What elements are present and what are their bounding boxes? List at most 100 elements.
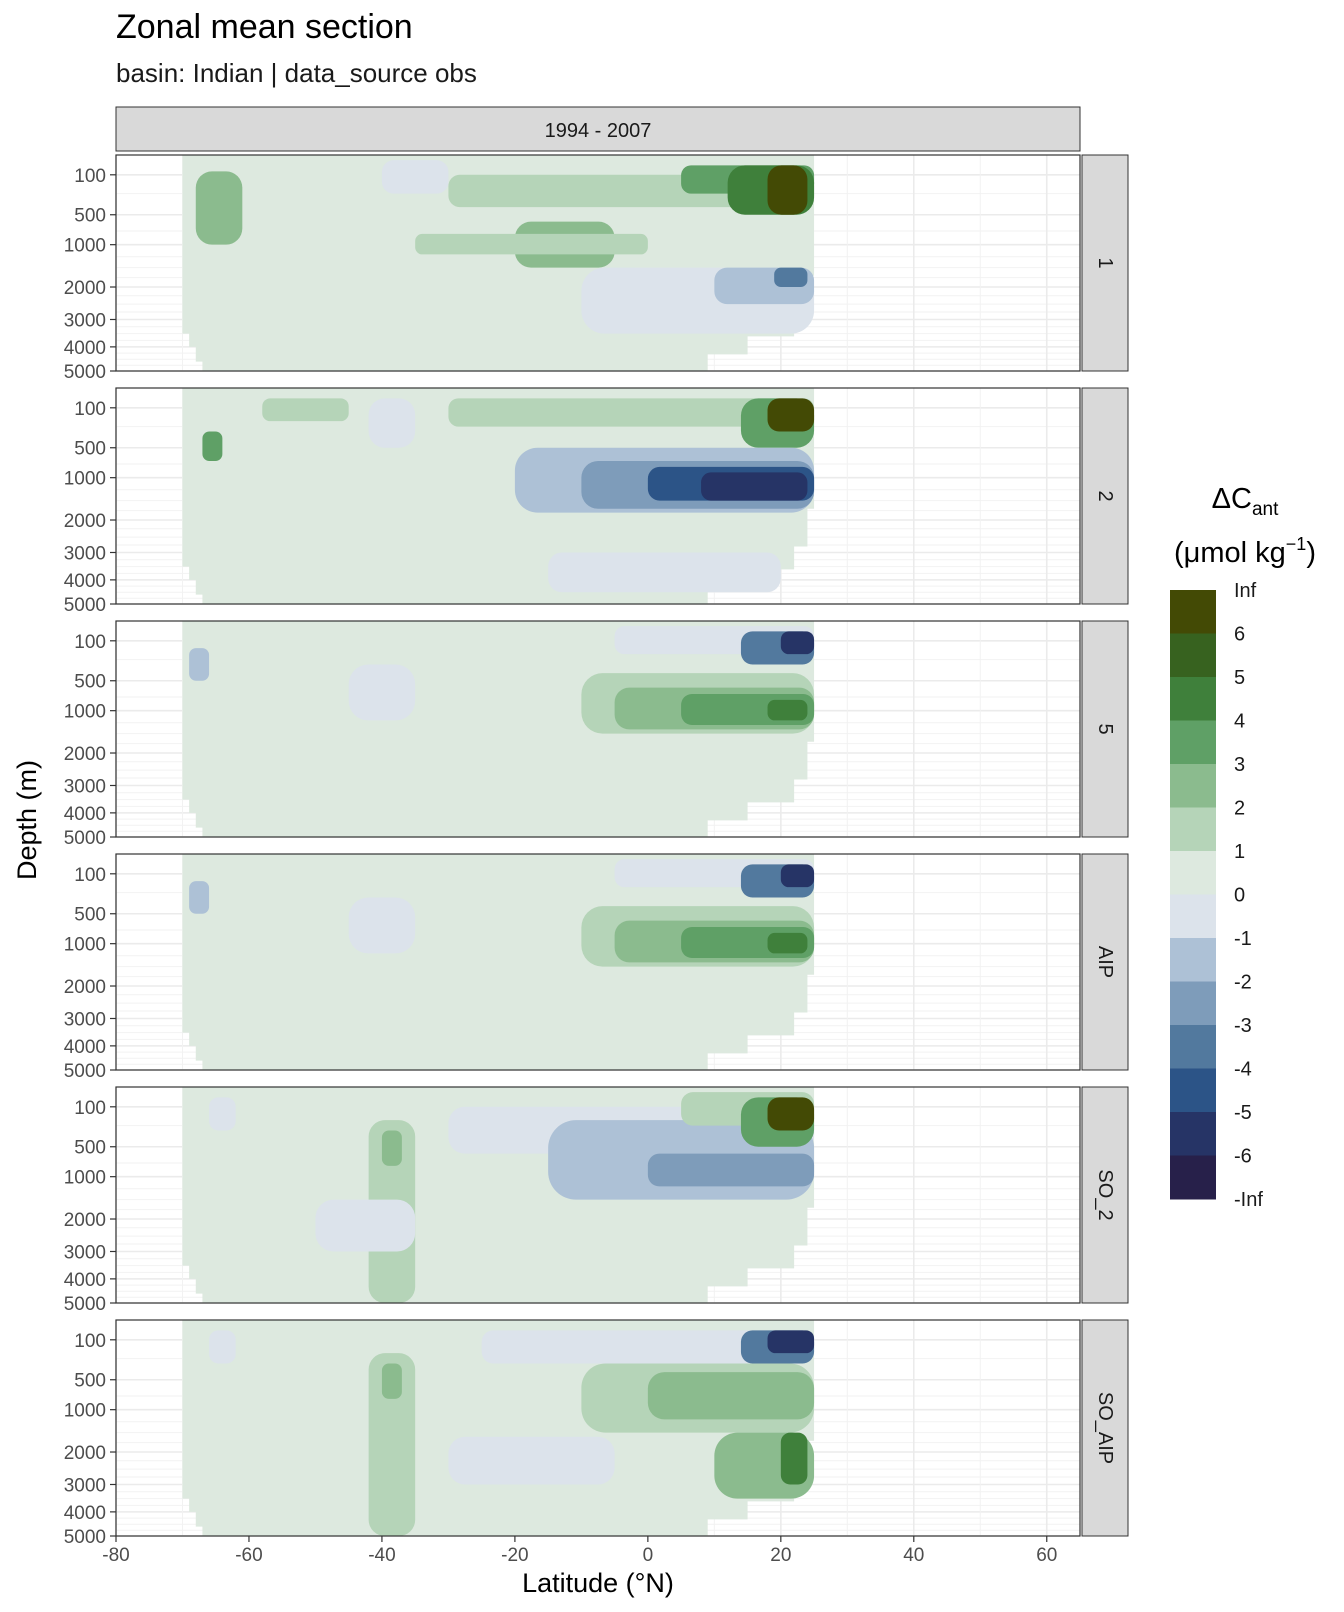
y-tick-label: 2000 bbox=[64, 1443, 106, 1464]
contour-region bbox=[780, 631, 815, 655]
row-facet-label: SO_AIP bbox=[1094, 1392, 1116, 1464]
contour-region bbox=[701, 472, 808, 501]
row-facet-label: 2 bbox=[1094, 490, 1116, 501]
x-axis-title: Latitude (°N) bbox=[522, 1568, 674, 1598]
y-tick-label: 5000 bbox=[64, 595, 106, 616]
y-tick-label: 100 bbox=[74, 632, 106, 653]
panel-border bbox=[115, 387, 1081, 605]
panel-border bbox=[115, 620, 1081, 838]
y-tick-label: 5000 bbox=[64, 362, 106, 383]
panel-border bbox=[115, 1319, 1081, 1537]
legend-break-label: -5 bbox=[1234, 1102, 1252, 1124]
legend-color-key bbox=[1170, 981, 1216, 1026]
contour-region bbox=[262, 398, 349, 422]
contour-region bbox=[209, 1097, 236, 1131]
column-facet-strip bbox=[115, 106, 1081, 152]
y-tick-label: 3000 bbox=[64, 543, 106, 564]
legend-break-label: -2 bbox=[1234, 972, 1252, 994]
row-facet-label: 1 bbox=[1094, 257, 1116, 268]
panel-border bbox=[115, 154, 1081, 372]
y-tick-label: 2000 bbox=[64, 744, 106, 765]
legend-unit: (μmol kg−1) bbox=[1174, 534, 1316, 569]
legend-color-key bbox=[1170, 1155, 1216, 1200]
row-facet-strip bbox=[1081, 1086, 1129, 1304]
y-tick-label: 3000 bbox=[64, 1475, 106, 1496]
row-facet-strip bbox=[1081, 387, 1129, 605]
contour-region bbox=[368, 1353, 416, 1536]
column-facet-label: 1994 - 2007 bbox=[545, 120, 652, 142]
x-tick-label: 40 bbox=[903, 1545, 924, 1566]
contour-region bbox=[548, 552, 781, 593]
legend-color-key bbox=[1170, 764, 1216, 808]
legend-color-key bbox=[1170, 1112, 1216, 1156]
y-tick-label: 1000 bbox=[64, 1401, 106, 1422]
contour-region bbox=[767, 1097, 815, 1131]
y-tick-label: 100 bbox=[74, 865, 106, 886]
x-tick-label: 0 bbox=[643, 1545, 654, 1566]
y-tick-label: 500 bbox=[74, 1371, 106, 1392]
contour-region bbox=[647, 1372, 815, 1420]
ocean-section-background bbox=[182, 388, 815, 604]
y-tick-label: 4000 bbox=[64, 1270, 106, 1291]
y-tick-label: 500 bbox=[74, 439, 106, 460]
panel-border bbox=[115, 1086, 1081, 1304]
contour-region bbox=[767, 699, 808, 721]
contour-region bbox=[767, 932, 808, 954]
y-tick-label: 4000 bbox=[64, 1503, 106, 1524]
y-tick-label: 1000 bbox=[64, 469, 106, 490]
row-facet-label: AIP bbox=[1094, 946, 1116, 978]
y-tick-label: 3000 bbox=[64, 1242, 106, 1263]
contour-region bbox=[448, 1436, 615, 1485]
contour-region bbox=[202, 431, 223, 461]
y-tick-label: 4000 bbox=[64, 1037, 106, 1058]
legend-color-key bbox=[1170, 1025, 1216, 1069]
row-facet-label: 5 bbox=[1094, 723, 1116, 734]
legend-break-label: -4 bbox=[1234, 1059, 1252, 1081]
y-axis-title: Depth (m) bbox=[12, 760, 42, 880]
legend-color-key bbox=[1170, 720, 1216, 765]
legend-break-label: 3 bbox=[1234, 754, 1245, 776]
legend-break-label: 2 bbox=[1234, 798, 1245, 820]
legend-break-label: -1 bbox=[1234, 928, 1252, 950]
contour-region bbox=[448, 398, 815, 427]
panel-border bbox=[115, 853, 1081, 1071]
row-facet-strip bbox=[1081, 620, 1129, 838]
y-tick-label: 1000 bbox=[64, 702, 106, 723]
y-tick-label: 2000 bbox=[64, 511, 106, 532]
y-tick-label: 100 bbox=[74, 1098, 106, 1119]
contour-region bbox=[415, 233, 648, 255]
x-tick-label: -20 bbox=[501, 1545, 528, 1566]
x-tick-label: -80 bbox=[102, 1545, 129, 1566]
row-facet-label: SO_2 bbox=[1094, 1169, 1116, 1220]
y-tick-label: 3000 bbox=[64, 1009, 106, 1030]
contour-region bbox=[209, 1330, 236, 1364]
y-tick-label: 1000 bbox=[64, 935, 106, 956]
y-tick-label: 2000 bbox=[64, 1210, 106, 1231]
contour-region bbox=[315, 1199, 416, 1252]
y-tick-label: 500 bbox=[74, 905, 106, 926]
legend-break-label: -Inf bbox=[1234, 1189, 1263, 1211]
y-tick-label: 5000 bbox=[64, 1061, 106, 1082]
contour-region bbox=[767, 165, 808, 215]
row-facet-strip bbox=[1081, 154, 1129, 372]
contour-region bbox=[348, 664, 416, 721]
legend-color-key bbox=[1170, 807, 1216, 852]
x-tick-label: -40 bbox=[368, 1545, 395, 1566]
legend-break-label: -3 bbox=[1234, 1015, 1252, 1037]
y-tick-label: 100 bbox=[74, 166, 106, 187]
y-tick-label: 3000 bbox=[64, 776, 106, 797]
contour-region bbox=[348, 897, 416, 954]
y-tick-label: 5000 bbox=[64, 828, 106, 849]
y-tick-label: 1000 bbox=[64, 236, 106, 257]
legend-color-key bbox=[1170, 1068, 1216, 1113]
contour-region bbox=[481, 1330, 815, 1364]
contour-region bbox=[195, 171, 243, 245]
legend-break-label: 1 bbox=[1234, 841, 1245, 863]
y-tick-label: 5000 bbox=[64, 1294, 106, 1315]
y-tick-label: 1000 bbox=[64, 1168, 106, 1189]
y-tick-label: 100 bbox=[74, 399, 106, 420]
y-tick-label: 4000 bbox=[64, 338, 106, 359]
row-facet-strip bbox=[1081, 1319, 1129, 1537]
legend-color-key bbox=[1170, 851, 1216, 895]
